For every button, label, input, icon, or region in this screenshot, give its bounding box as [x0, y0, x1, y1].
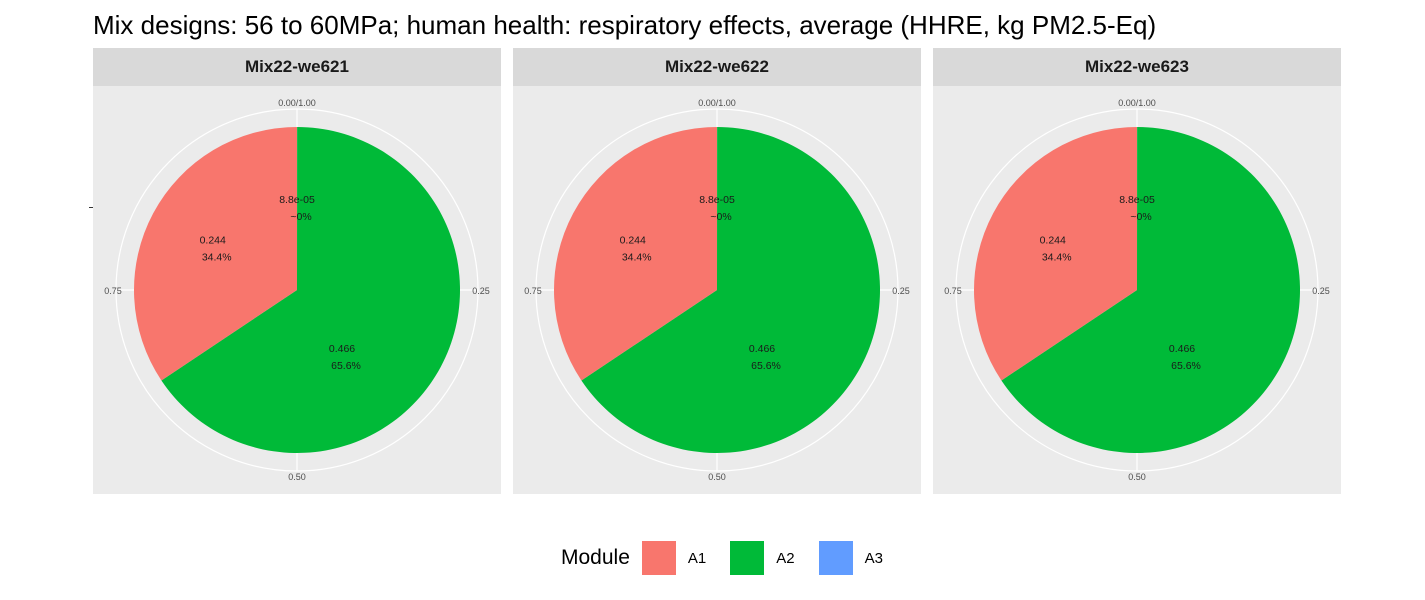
data-label-value-a3: 8.8e-05	[279, 194, 315, 206]
angle-tick-label: 0.75	[944, 286, 962, 296]
data-label-percent-a1: 34.4%	[1042, 252, 1072, 264]
data-label-percent-a3: ~0%	[710, 211, 731, 223]
facet-strip-label: Mix22-we621	[93, 48, 501, 86]
pie-chart: 8.8e-05 ~0% 0.466 65.6% 0.244 34.4% 0.00/1.00 0…	[524, 98, 910, 482]
legend-item-a2: A2	[730, 541, 804, 575]
data-label-value-a1: 0.244	[200, 235, 226, 247]
angle-tick-label: 0.00/1.00	[278, 98, 316, 108]
angle-tick-label: 0.50	[708, 472, 726, 482]
legend-key-a3	[818, 541, 853, 575]
legend-key-a2	[730, 541, 765, 575]
data-label-value-a2: 0.466	[749, 343, 775, 355]
legend-title: Module	[561, 546, 630, 569]
data-label-percent-a2: 65.6%	[1171, 360, 1201, 372]
pie-slice-a2	[1001, 127, 1300, 453]
legend-item-a3: A3	[818, 541, 893, 575]
data-label-percent-a2: 65.6%	[751, 360, 781, 372]
angle-tick-label: 0.75	[524, 286, 542, 296]
legend-key-a1	[641, 541, 676, 575]
data-label-percent-a1: 34.4%	[622, 252, 652, 264]
angle-tick-label: 0.25	[472, 286, 490, 296]
pie-slice-a1	[974, 127, 1137, 381]
legend: Module A1 A2 A3	[561, 541, 907, 575]
angle-tick-label: 0.25	[1312, 286, 1330, 296]
page-title: Mix designs: 56 to 60MPa; human health: …	[93, 10, 1157, 40]
pie-panel-3: Mix22-we623 8.8e-05 ~0% 0.466 65.6% 0.244 34.…	[933, 48, 1341, 494]
facet-strip-label: Mix22-we623	[933, 48, 1341, 86]
angle-tick-label: 0.75	[104, 286, 122, 296]
legend-label-a2: A2	[776, 549, 795, 567]
data-label-value-a2: 0.466	[1169, 343, 1195, 355]
data-label-percent-a3: ~0%	[1130, 211, 1151, 223]
legend-item-a1: A1	[641, 541, 716, 575]
data-label-value-a3: 8.8e-05	[699, 194, 735, 206]
angle-tick-label: 0.00/1.00	[1118, 98, 1156, 108]
data-label-value-a1: 0.244	[620, 235, 646, 247]
angle-tick-label: 0.50	[288, 472, 306, 482]
data-label-value-a3: 8.8e-05	[1119, 194, 1155, 206]
pie-slice-a1	[134, 127, 297, 381]
pie-slice-a2	[581, 127, 880, 453]
pie-slice-a2	[161, 127, 460, 453]
data-label-value-a2: 0.466	[329, 343, 355, 355]
angle-tick-label: 0.25	[892, 286, 910, 296]
pie-panel-2: Mix22-we622 8.8e-05 ~0% 0.466 65.6% 0.244 34.…	[513, 48, 921, 494]
facet-strip-label: Mix22-we622	[513, 48, 921, 86]
angle-tick-label: 0.00/1.00	[698, 98, 736, 108]
legend-label-a3: A3	[864, 549, 883, 567]
legend-label-a1: A1	[687, 549, 707, 567]
data-label-percent-a2: 65.6%	[331, 360, 361, 372]
pie-chart: 8.8e-05 ~0% 0.466 65.6% 0.244 34.4% 0.00/1.00 0…	[944, 98, 1330, 482]
pie-slice-a1	[554, 127, 717, 381]
axis-tick-mark	[89, 207, 93, 208]
angle-tick-label: 0.50	[1128, 472, 1146, 482]
pie-chart: 8.8e-05 ~0% 0.466 65.6% 0.244 34.4% 0.00/1.00 0…	[104, 98, 490, 482]
data-label-value-a1: 0.244	[1040, 235, 1066, 247]
data-label-percent-a3: ~0%	[290, 211, 311, 223]
data-label-percent-a1: 34.4%	[202, 252, 232, 264]
pie-panel-1: Mix22-we621 8.8e-05 ~0% 0.466 65.6% 0.244 34.…	[93, 48, 501, 494]
